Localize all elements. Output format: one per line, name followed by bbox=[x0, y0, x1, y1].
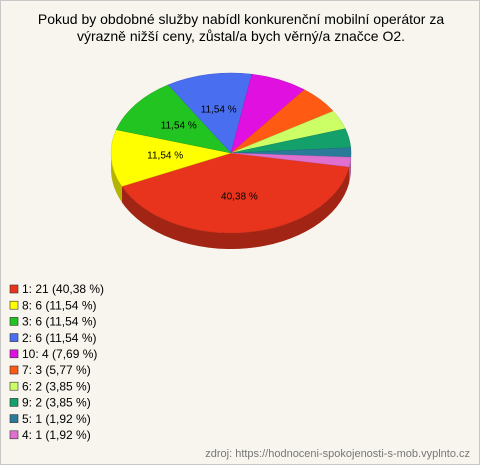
legend-label: 8: 6 (11,54 %) bbox=[22, 298, 96, 312]
legend-swatch bbox=[9, 284, 19, 294]
slice-side bbox=[121, 166, 350, 250]
legend-label: 10: 4 (7,69 %) bbox=[22, 347, 97, 361]
legend-swatch bbox=[9, 365, 19, 375]
slice bbox=[110, 129, 232, 187]
legend-label: 3: 6 (11,54 %) bbox=[22, 315, 96, 329]
data-label: 11,54 % bbox=[161, 121, 197, 132]
slice bbox=[121, 152, 350, 234]
legend-swatch bbox=[9, 349, 19, 359]
legend-swatch bbox=[9, 398, 19, 407]
slice-side bbox=[349, 157, 351, 183]
legend-label: 1: 21 (40,38 %) bbox=[22, 282, 104, 296]
legend-swatch bbox=[9, 381, 19, 391]
data-label: 40,38 % bbox=[221, 191, 258, 202]
legend-label: 4: 1 (1,92 %) bbox=[22, 428, 91, 442]
slice bbox=[167, 72, 253, 154]
legend-label: 5: 1 (1,92 %) bbox=[22, 412, 91, 426]
legend-swatch bbox=[9, 317, 19, 326]
legend-swatch bbox=[9, 430, 19, 440]
data-label: 11,54 % bbox=[147, 151, 183, 162]
legend-swatch bbox=[9, 333, 19, 342]
legend-label: 7: 3 (5,77 %) bbox=[22, 363, 91, 377]
slice-side bbox=[111, 153, 122, 203]
chart-title: Pokud by obdobné služby nabídl konkurenč… bbox=[37, 11, 445, 44]
legend-label: 9: 2 (3,85 %) bbox=[22, 396, 91, 410]
slice bbox=[115, 84, 232, 154]
legend-swatch bbox=[9, 414, 19, 423]
data-label: 11,54 % bbox=[201, 104, 237, 115]
slice bbox=[230, 152, 352, 168]
legend-label: 2: 6 (11,54 %) bbox=[22, 331, 96, 345]
legend-swatch bbox=[9, 300, 19, 310]
source: zdroj: https://hodnoceni-spokojenosti-s-… bbox=[205, 448, 470, 460]
legend-label: 6: 2 (3,85 %) bbox=[22, 379, 91, 393]
